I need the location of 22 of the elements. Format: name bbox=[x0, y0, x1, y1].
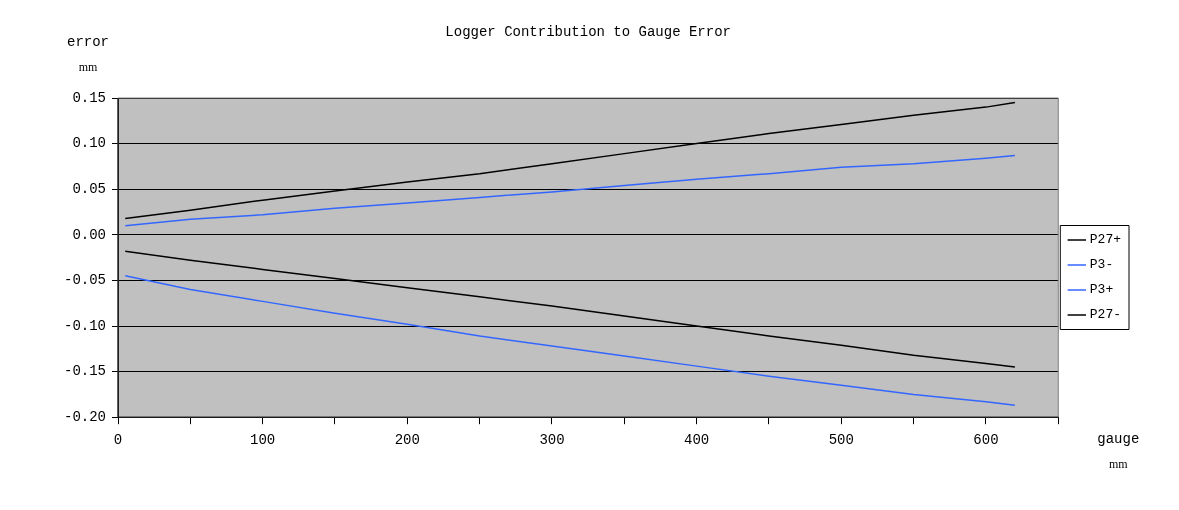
y-tick-label: -0.15 bbox=[63, 363, 107, 380]
y-axis-title: error mm bbox=[66, 33, 110, 75]
x-tick-label: 0 bbox=[113, 432, 123, 449]
y-tick-label: 0.05 bbox=[72, 180, 107, 197]
x-tick-label: 300 bbox=[539, 432, 565, 449]
x-tick-label: 200 bbox=[394, 432, 420, 449]
legend-label: P27- bbox=[1089, 307, 1122, 323]
x-tick-label: 600 bbox=[973, 432, 999, 449]
x-tick-label: 100 bbox=[250, 432, 276, 449]
x-tick-label: 400 bbox=[684, 432, 710, 449]
y-tick-label: 0.00 bbox=[72, 226, 107, 243]
legend-label: P27+ bbox=[1089, 232, 1122, 248]
y-tick-label: -0.10 bbox=[63, 317, 107, 334]
y-tick-label: -0.20 bbox=[63, 408, 107, 425]
y-tick-label: -0.05 bbox=[63, 272, 107, 289]
legend-label: P3- bbox=[1089, 257, 1114, 273]
x-axis-title: gauge mm bbox=[1097, 430, 1140, 472]
chart-title: Logger Contribution to Gauge Error bbox=[445, 23, 731, 40]
y-tick-label: 0.15 bbox=[72, 89, 107, 106]
x-tick-label: 500 bbox=[828, 432, 854, 449]
legend-label: P3+ bbox=[1089, 282, 1114, 298]
y-tick-label: 0.10 bbox=[72, 135, 107, 152]
